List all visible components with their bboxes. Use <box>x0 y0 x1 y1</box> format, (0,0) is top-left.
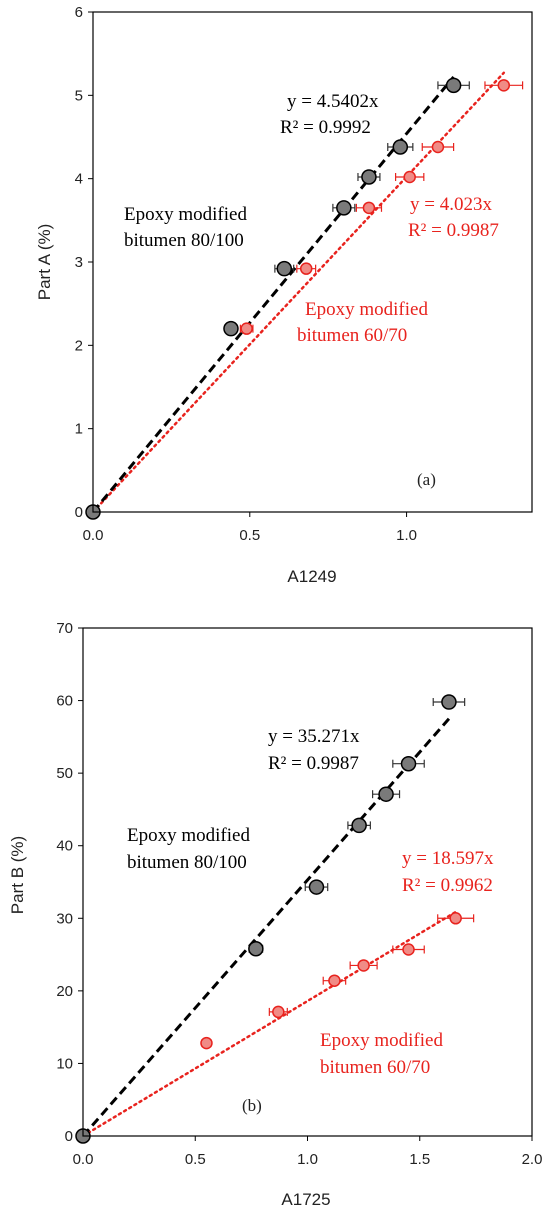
plot-frame-a <box>92 11 533 513</box>
x-tick-label: 1.0 <box>396 527 417 544</box>
data-point-red <box>328 974 341 987</box>
y-tick-label: 2 <box>75 337 83 354</box>
data-point-red <box>200 1036 213 1050</box>
y-axis-title-b: Part B (%) <box>8 836 27 914</box>
chart-b-svg: 0 10 20 30 40 50 60 70 0.0 0.5 1.0 1.5 2.0 A1725 Par… <box>8 620 543 1209</box>
data-point-black <box>248 941 264 957</box>
data-point-red <box>357 959 370 972</box>
x-tick-label: 0.0 <box>73 1151 94 1168</box>
data-point-red <box>240 322 253 335</box>
data-point-red <box>449 912 462 925</box>
trendline-red-a <box>91 71 506 514</box>
chart-panel-a: 0 1 2 3 4 5 6 0.0 0.5 1.0 A1249 Part A (%) y = 4.… <box>0 0 550 600</box>
r2-black-a: R² = 0.9992 <box>280 117 371 138</box>
r2-red-b: R² = 0.9962 <box>402 875 493 896</box>
data-point-black <box>361 169 377 185</box>
data-point-black <box>336 200 352 216</box>
equation-red-a: y = 4.023x <box>410 194 492 215</box>
data-point-black <box>378 786 394 802</box>
trendline-red-b <box>81 910 457 1138</box>
data-point-red <box>299 262 313 275</box>
data-point-red <box>272 1005 285 1019</box>
equation-black-a: y = 4.5402x <box>287 91 379 112</box>
y-tick-label: 0 <box>75 504 83 521</box>
y-tick-label: 50 <box>56 765 73 782</box>
panel-label-b: (b) <box>242 1096 262 1115</box>
label-red-line1-b: Epoxy modified <box>320 1030 443 1051</box>
label-red-line2-b: bitumen 60/70 <box>320 1057 430 1078</box>
equation-black-b: y = 35.271x <box>268 726 360 747</box>
x-tick-label: 1.0 <box>297 1151 318 1168</box>
x-tick-label: 0.5 <box>185 1151 206 1168</box>
label-black-line2-b: bitumen 80/100 <box>127 852 247 873</box>
label-red-line1-a: Epoxy modified <box>305 299 428 320</box>
x-axis-title-a: A1249 <box>287 567 336 586</box>
label-black-line1-b: Epoxy modified <box>127 825 250 846</box>
data-point-red <box>431 140 445 154</box>
label-black-line2-a: bitumen 80/100 <box>124 230 244 251</box>
y-axis-title-a: Part A (%) <box>35 224 54 301</box>
r2-red-a: R² = 0.9987 <box>408 220 499 241</box>
y-tick-label: 30 <box>56 910 73 927</box>
x-tick-label: 0.0 <box>83 527 104 544</box>
label-red-line2-a: bitumen 60/70 <box>297 325 407 346</box>
data-point-black <box>351 817 367 834</box>
x-tick-label: 1.5 <box>409 1151 430 1168</box>
data-point-red <box>403 170 416 184</box>
y-tick-label: 5 <box>75 87 83 104</box>
data-point-black <box>223 320 239 337</box>
data-point-red <box>362 201 376 215</box>
data-point-red <box>402 943 415 956</box>
x-tick-label: 2.0 <box>522 1151 543 1168</box>
data-point-black <box>445 77 462 94</box>
data-point-red <box>497 79 511 92</box>
y-tick-label: 60 <box>56 693 73 710</box>
data-point-black <box>308 879 325 895</box>
y-tick-label: 20 <box>56 983 73 1000</box>
data-point-black <box>400 755 417 772</box>
data-point-black <box>276 260 293 277</box>
y-tick-label: 4 <box>75 171 83 188</box>
x-tick-label: 0.5 <box>239 527 260 544</box>
y-tick-label: 10 <box>56 1055 73 1072</box>
y-tick-label: 40 <box>56 838 73 855</box>
y-tick-label: 3 <box>75 254 83 271</box>
y-tick-label: 70 <box>56 620 73 637</box>
chart-panel-b: 0 10 20 30 40 50 60 70 0.0 0.5 1.0 1.5 2.0 A1725 Par… <box>0 607 550 1219</box>
y-tick-label: 6 <box>75 4 83 21</box>
label-black-line1-a: Epoxy modified <box>124 204 247 225</box>
data-point-black <box>392 139 409 155</box>
plot-frame-b <box>82 627 533 1137</box>
r2-black-b: R² = 0.9987 <box>268 753 359 774</box>
x-axis-title-b: A1725 <box>281 1190 330 1209</box>
data-point-black <box>441 694 457 710</box>
chart-a-svg: 0 1 2 3 4 5 6 0.0 0.5 1.0 A1249 Part A (%) y = 4.… <box>35 4 533 586</box>
y-tick-label: 0 <box>65 1128 73 1145</box>
panel-label-a: (a) <box>417 470 436 489</box>
equation-red-b: y = 18.597x <box>402 848 494 869</box>
y-tick-label: 1 <box>75 421 83 438</box>
